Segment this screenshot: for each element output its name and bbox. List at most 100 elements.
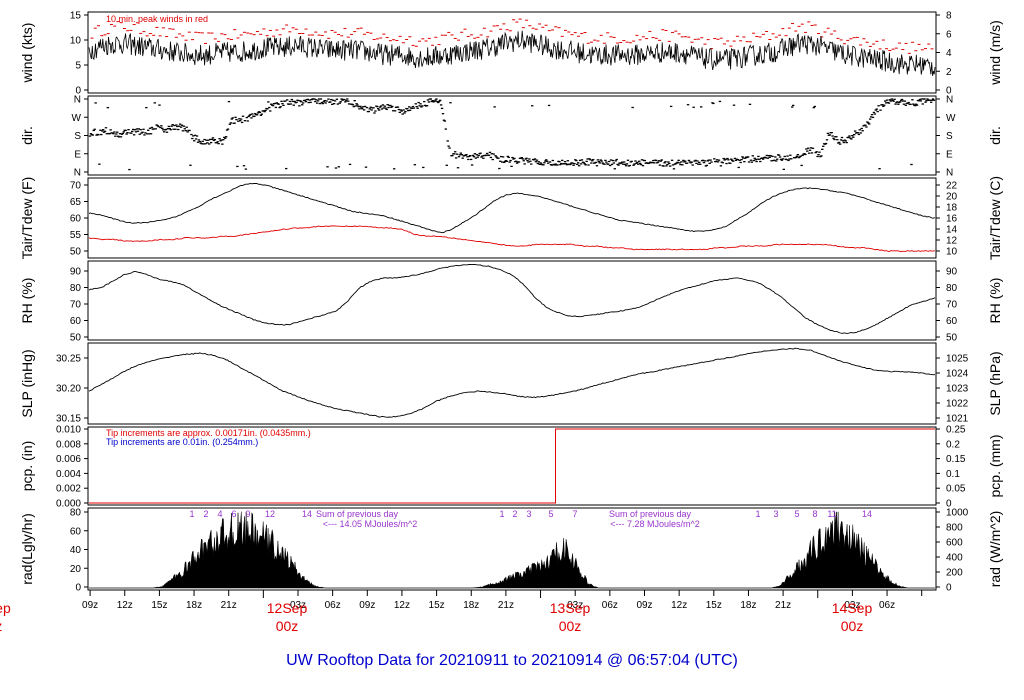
precipitation-right-tick-label: 0.25 xyxy=(946,425,966,436)
dir-frame xyxy=(87,95,937,176)
wind-right-tick-label: 6 xyxy=(946,29,952,40)
radiation-hour-mark: 9 xyxy=(245,509,250,519)
temperature-left-tick-label: 50 xyxy=(70,247,82,258)
dir-left-tick-label: S xyxy=(74,131,81,142)
radiation-hour-mark: 5 xyxy=(548,509,553,519)
temperature-right-tick-label: 10 xyxy=(946,247,958,258)
precipitation-left-tick-label: 0.010 xyxy=(56,425,81,436)
x-tick-label: 15z xyxy=(429,600,445,611)
x-tick-label: 06z xyxy=(325,600,341,611)
radiation-left-tick-label: 60 xyxy=(70,526,82,537)
precipitation-left-tick-label: 0.008 xyxy=(56,439,81,450)
rh-right-tick-label: 60 xyxy=(946,316,958,327)
panel-slp: 30.15 30.20 30.25 1021 1022 1023 1024 1025 SLP (… xyxy=(19,342,1003,425)
rh-left-tick-label: 50 xyxy=(70,333,82,344)
x-tick-label: 21z xyxy=(221,600,237,611)
rh-right-tick-label: 90 xyxy=(946,267,958,278)
temperature-left-tick-label: 65 xyxy=(70,197,82,208)
radiation-ylabel-right: rad (W/m^2) xyxy=(987,511,1003,588)
radiation-left-tick-label: 80 xyxy=(70,508,82,519)
slp-right-tick-label: 1024 xyxy=(946,369,969,380)
slp-line xyxy=(88,347,936,418)
precipitation-left-tick-label: 0.004 xyxy=(56,469,81,480)
temperature-right-tick-label: 20 xyxy=(946,192,958,203)
day-label: 11Sep xyxy=(0,600,11,616)
wind-left-tick-label: 10 xyxy=(70,36,82,47)
x-tick-label: 09z xyxy=(359,600,375,611)
precipitation-right-tick-label: 0.2 xyxy=(946,439,960,450)
temperature-left-tick-label: 70 xyxy=(70,181,82,192)
temperature-right-tick-label: 18 xyxy=(946,203,958,214)
rh-left-tick-label: 60 xyxy=(70,316,82,327)
x-tick-label: 06z xyxy=(602,600,618,611)
slp-ylabel-right: SLP (hPa) xyxy=(987,351,1003,415)
precipitation-left-tick-label: 0.006 xyxy=(56,454,81,465)
day-hour-label: 00z xyxy=(276,618,299,634)
slp-left-tick-label: 30.25 xyxy=(56,354,81,365)
radiation-left-tick-label: 40 xyxy=(70,545,82,556)
dir-left-tick-label: N xyxy=(74,95,81,106)
radiation-hour-mark: 5 xyxy=(794,509,799,519)
slp-right-tick-label: 1025 xyxy=(946,354,969,365)
radiation-hour-mark: 7 xyxy=(572,509,577,519)
precipitation-right-tick-label: 0 xyxy=(946,499,952,510)
rh-frame xyxy=(87,260,937,341)
radiation-hour-mark: 3 xyxy=(526,509,531,519)
radiation-hour-mark: 1 xyxy=(499,509,504,519)
temperature-ylabel-left: Tair/Tdew (F) xyxy=(19,177,35,259)
radiation-left-tick-label: 0 xyxy=(75,583,81,594)
radiation-annotation: Sum of previous day xyxy=(609,509,692,519)
radiation-left-tick-label: 20 xyxy=(70,564,82,575)
wind-right-tick-label: 2 xyxy=(946,67,952,78)
wind-right-tick-label: 4 xyxy=(946,48,952,59)
rh-line xyxy=(88,263,936,334)
radiation-annotation: <--- 7.28 MJoules/m^2 xyxy=(610,519,700,529)
dir-left-tick-label: W xyxy=(72,113,82,124)
dir-right-tick-label: N xyxy=(946,168,953,179)
chart-title: UW Rooftop Data for 20210911 to 20210914… xyxy=(286,652,738,669)
x-tick-label: 09z xyxy=(82,600,98,611)
radiation-area xyxy=(89,511,935,589)
radiation-right-tick-label: 1000 xyxy=(946,508,969,519)
radiation-hour-mark: 14 xyxy=(302,509,312,519)
panel-precipitation: 0.000 0.002 0.004 0.006 0.008 0.010 0 0.05 0.1 0.… xyxy=(19,425,1003,510)
temperature-left-tick-label: 55 xyxy=(70,230,82,241)
temperature-right-tick-label: 12 xyxy=(946,236,958,247)
day-hour-label: 00z xyxy=(841,618,864,634)
x-tick-label: 09z xyxy=(636,600,652,611)
x-tick-label: 18z xyxy=(740,600,756,611)
wind-right-tick-label: 8 xyxy=(946,11,952,22)
radiation-hour-mark: 6 xyxy=(231,509,236,519)
dir-right-tick-label: W xyxy=(946,113,956,124)
radiation-hour-mark: 12 xyxy=(265,509,275,519)
precipitation-right-tick-label: 0.05 xyxy=(946,484,966,495)
precipitation-right-tick-label: 0.1 xyxy=(946,469,960,480)
x-tick-label: 12z xyxy=(394,600,410,611)
day-hour-label: 00z xyxy=(0,618,2,634)
precipitation-ylabel-left: pcp. (in) xyxy=(19,441,35,492)
radiation-right-tick-label: 800 xyxy=(946,523,963,534)
wind-ylabel-left: wind (kts) xyxy=(19,23,35,84)
rh-left-tick-label: 90 xyxy=(70,267,82,278)
rh-left-tick-label: 80 xyxy=(70,283,82,294)
radiation-right-tick-label: 200 xyxy=(946,568,963,579)
dir-right-tick-label: E xyxy=(946,149,953,160)
precip-line xyxy=(89,428,935,504)
panel-wind: 0 5 10 15 0 2 4 6 8 wind (kts) wind (m/s) 10 min. p… xyxy=(19,11,1003,97)
precipitation-ylabel-right: pcp. (mm) xyxy=(987,435,1003,498)
temperature-line xyxy=(88,225,936,252)
temperature-right-tick-label: 14 xyxy=(946,225,958,236)
slp-right-tick-label: 1021 xyxy=(946,414,969,425)
x-tick-label: 12z xyxy=(117,600,133,611)
x-tick-label: 21z xyxy=(775,600,791,611)
day-label: 14Sep xyxy=(832,600,873,616)
day-label: 12Sep xyxy=(267,600,308,616)
radiation-hour-mark: 3 xyxy=(773,509,778,519)
x-tick-label: 03z xyxy=(567,600,583,611)
radiation-hour-mark: 8 xyxy=(812,509,817,519)
wind-annotation: 10 min. peak winds in red xyxy=(106,14,208,24)
panel-rh: 50 60 70 80 90 50 60 70 80 90 RH (%) RH (%) xyxy=(19,260,1003,344)
